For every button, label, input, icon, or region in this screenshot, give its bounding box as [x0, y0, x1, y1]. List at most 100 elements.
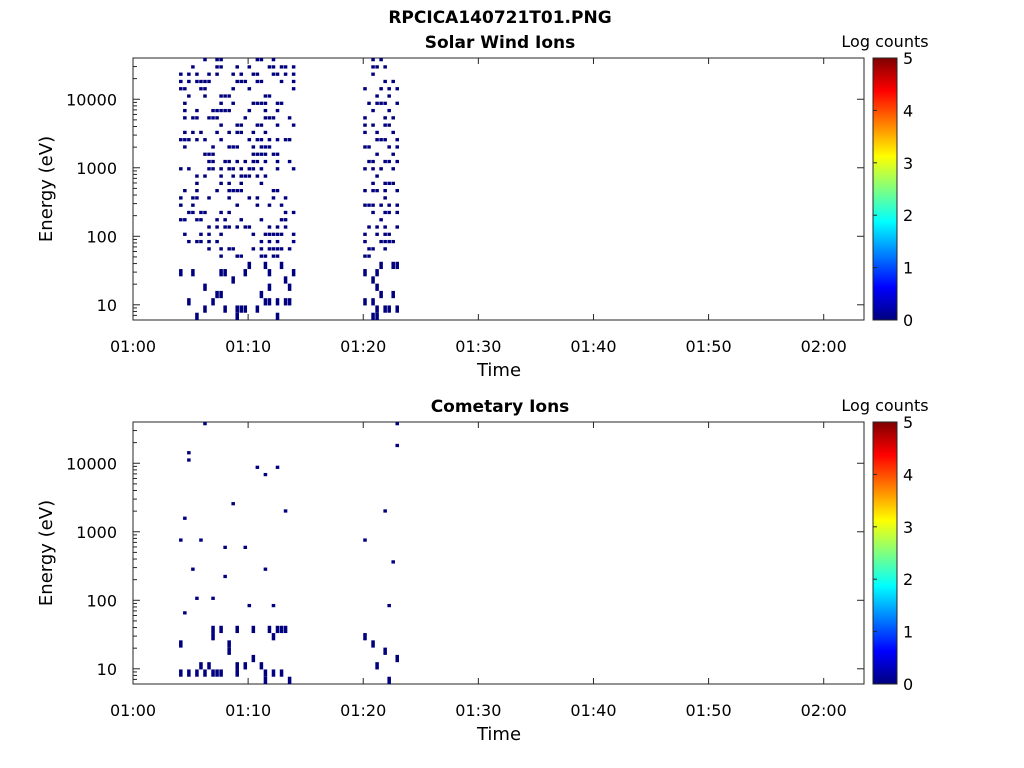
- heatmap-cell: [215, 225, 219, 229]
- colorbar-tick-label: 2: [903, 570, 913, 589]
- cometary-xlabel: Time: [476, 724, 521, 745]
- heatmap-cell: [251, 654, 256, 663]
- heatmap-cell: [291, 123, 296, 127]
- heatmap-cell: [191, 65, 195, 69]
- heatmap-cell: [267, 225, 272, 229]
- heatmap-cell: [275, 232, 280, 236]
- heatmap-cell: [219, 138, 223, 142]
- heatmap-cell: [367, 159, 371, 164]
- heatmap-cell: [379, 218, 383, 222]
- heatmap-cell: [195, 312, 199, 320]
- heatmap-cell: [203, 152, 207, 156]
- heatmap-cell: [363, 538, 367, 542]
- heatmap-cell: [379, 58, 383, 62]
- heatmap-cell: [183, 116, 187, 120]
- x-tick-label: 01:20: [340, 337, 386, 356]
- heatmap-cell: [267, 116, 272, 120]
- heatmap-cell: [291, 232, 296, 236]
- heatmap-cell: [391, 290, 395, 299]
- heatmap-cell: [271, 58, 276, 62]
- heatmap-cell: [263, 261, 268, 270]
- heatmap-cell: [247, 167, 252, 171]
- heatmap-cell: [199, 239, 203, 244]
- heatmap-cell: [255, 196, 260, 200]
- heatmap-cell: [191, 203, 195, 207]
- heatmap-cell: [383, 65, 387, 69]
- heatmap-cell: [263, 116, 268, 120]
- heatmap-cell: [211, 145, 215, 149]
- heatmap-cell: [395, 138, 399, 142]
- heatmap-cell: [383, 79, 387, 84]
- heatmap-cell: [255, 465, 260, 469]
- heatmap-cell: [203, 58, 207, 62]
- heatmap-cell: [259, 247, 264, 251]
- heatmap-cell: [235, 79, 239, 84]
- heatmap-cell: [219, 254, 223, 258]
- heatmap-cell: [251, 72, 256, 76]
- heatmap-cell: [283, 509, 288, 513]
- heatmap-cell: [231, 101, 235, 105]
- heatmap-cell: [287, 676, 292, 684]
- heatmap-cell: [371, 203, 375, 207]
- heatmap-cell: [235, 123, 239, 127]
- heatmap-cell: [231, 247, 235, 251]
- heatmap-cell: [199, 218, 203, 222]
- heatmap-cell: [271, 603, 276, 608]
- heatmap-cell: [263, 174, 268, 178]
- heatmap-cell: [227, 247, 231, 251]
- heatmap-cell: [203, 283, 207, 291]
- heatmap-cell: [231, 87, 235, 91]
- heatmap-cell: [207, 662, 211, 670]
- heatmap-cell: [395, 225, 399, 229]
- heatmap-cell: [387, 123, 391, 127]
- heatmap-cell: [387, 232, 391, 236]
- heatmap-cell: [383, 509, 387, 513]
- heatmap-cell: [219, 108, 223, 113]
- figure-title: RPCICA140721T01.PNG: [388, 8, 612, 28]
- heatmap-cell: [255, 58, 260, 62]
- heatmap-cell: [227, 225, 231, 229]
- heatmap-cell: [263, 101, 268, 105]
- heatmap-cell: [267, 203, 272, 207]
- heatmap-cell: [267, 247, 272, 251]
- solar-wind-colorbar-label: Log counts: [841, 32, 928, 51]
- heatmap-cell: [387, 239, 391, 244]
- heatmap-cell: [271, 72, 276, 76]
- heatmap-cell: [267, 138, 272, 142]
- heatmap-cell: [243, 269, 248, 277]
- heatmap-cell: [263, 159, 268, 164]
- heatmap-cell: [235, 625, 239, 634]
- heatmap-cell: [199, 210, 203, 215]
- heatmap-cell: [195, 72, 199, 76]
- heatmap-cell: [195, 196, 199, 200]
- heatmap-cell: [279, 669, 284, 677]
- heatmap-cell: [235, 662, 239, 670]
- heatmap-cell: [371, 189, 375, 193]
- heatmap-cell: [283, 65, 288, 69]
- heatmap-cell: [383, 196, 387, 200]
- heatmap-cell: [291, 87, 296, 91]
- x-tick-label: 01:10: [225, 701, 271, 720]
- heatmap-cell: [255, 305, 260, 313]
- heatmap-cell: [195, 174, 199, 178]
- heatmap-cell: [395, 422, 399, 426]
- heatmap-cell: [191, 567, 195, 571]
- solar-wind-colorbar-ticks: 0 1 2 3 4 5: [873, 49, 913, 330]
- heatmap-cell: [239, 79, 244, 84]
- heatmap-cell: [271, 116, 276, 120]
- colorbar-tick-label: 4: [903, 101, 913, 120]
- heatmap-cell: [275, 101, 280, 105]
- heatmap-cell: [379, 138, 383, 142]
- heatmap-cell: [287, 247, 292, 251]
- heatmap-cell: [227, 647, 231, 655]
- heatmap-cell: [275, 138, 280, 142]
- solar-wind-ylabel: Energy (eV): [36, 136, 57, 242]
- heatmap-cell: [223, 305, 227, 313]
- heatmap-cell: [383, 247, 387, 251]
- heatmap-cell: [215, 239, 219, 244]
- heatmap-cell: [223, 225, 227, 229]
- heatmap-cell: [203, 79, 207, 84]
- heatmap-cell: [279, 261, 284, 270]
- cometary-plot-area: [132, 421, 865, 685]
- heatmap-cell: [387, 305, 391, 313]
